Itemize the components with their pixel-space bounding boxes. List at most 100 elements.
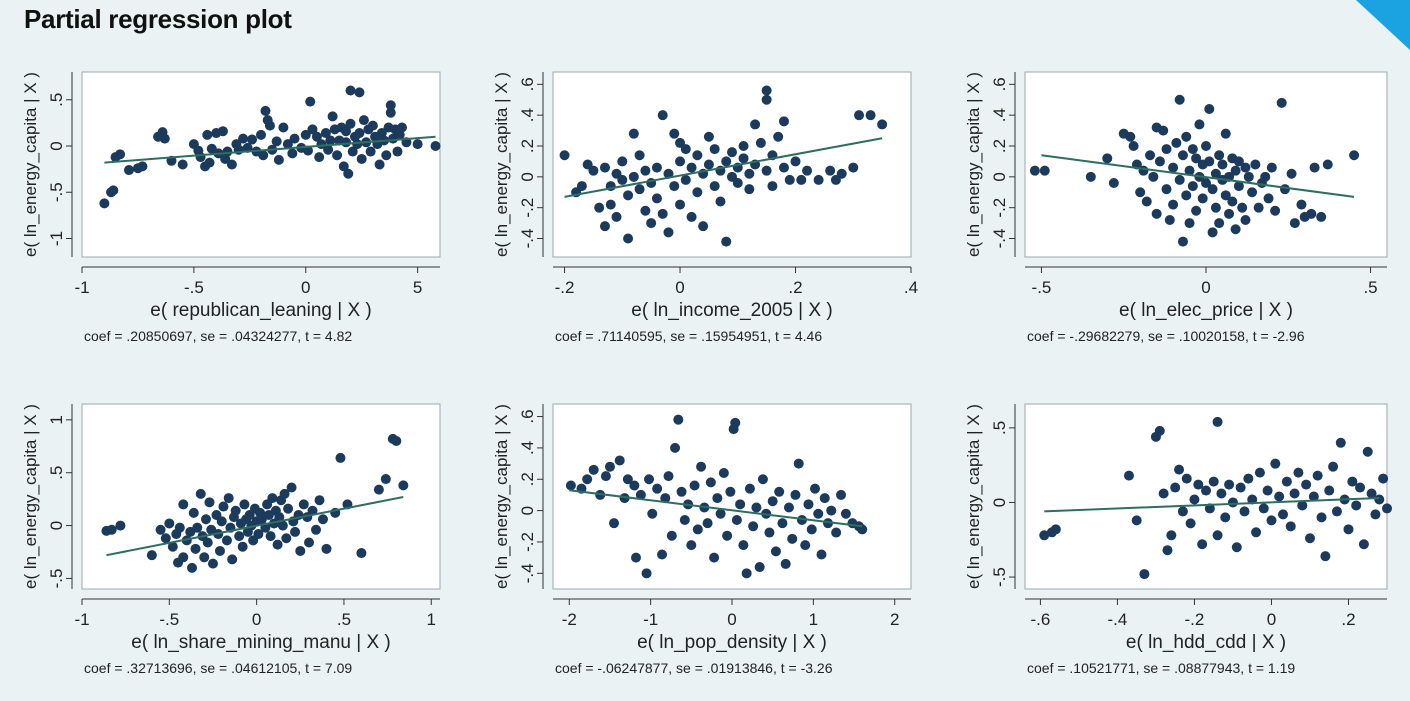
residual-point [1193, 479, 1204, 490]
residual-point [1289, 218, 1300, 229]
plot-area [1024, 403, 1388, 590]
residual-point [652, 483, 663, 494]
residual-point [290, 526, 301, 537]
residual-point [345, 85, 356, 96]
residual-point [669, 181, 680, 192]
residual-point [1370, 509, 1381, 520]
residual-point [657, 549, 668, 560]
residual-point [819, 493, 830, 504]
residual-point [356, 153, 367, 164]
residual-point [755, 137, 766, 148]
y-tick-label: .5 [990, 421, 1009, 435]
fitted-line [106, 496, 404, 557]
residual-point [703, 159, 714, 170]
residual-point [123, 165, 134, 176]
residual-point [1170, 482, 1181, 493]
residual-point [599, 162, 610, 173]
residual-point [703, 131, 714, 142]
y-tick-label: .4 [518, 108, 537, 122]
x-tick-label: 0 [301, 278, 310, 297]
residual-point [1214, 218, 1225, 229]
residual-point [227, 554, 238, 565]
residual-point [813, 174, 824, 185]
residual-point [1374, 494, 1385, 505]
residual-point [1123, 470, 1134, 481]
residual-point [679, 515, 690, 526]
residual-point [1266, 162, 1277, 173]
residual-point [559, 150, 570, 161]
y-tick-label: 1 [47, 415, 66, 424]
residual-point [651, 162, 662, 173]
residual-point [1308, 491, 1319, 502]
x-tick-label: -.2 [555, 278, 575, 297]
residual-point [670, 442, 681, 453]
x-tick-label: -.5 [184, 278, 204, 297]
residual-point [663, 227, 674, 238]
residual-point [651, 193, 662, 204]
residual-point [1154, 156, 1165, 167]
residual-point [773, 131, 784, 142]
x-tick-label: 0 [727, 610, 736, 629]
residual-point [854, 110, 865, 121]
x-tick-label: -.2 [1185, 610, 1205, 629]
residual-point [200, 514, 211, 525]
residual-point [793, 458, 804, 469]
residual-point [115, 520, 126, 531]
regression-panel-4: -.5 0 .5 1 -1 -.5 0 .5 1 e( ln_share_mining_manu … [21, 403, 441, 676]
residual-point [774, 486, 785, 497]
residual-point [1158, 488, 1169, 499]
x-tick-label: .5 [1363, 278, 1377, 297]
residual-point [712, 493, 723, 504]
residual-point [295, 545, 306, 556]
residual-point [221, 535, 232, 546]
y-tick-label: 0 [990, 172, 1009, 181]
residual-point [1210, 168, 1221, 179]
residual-point [1029, 165, 1040, 176]
residual-point [1324, 485, 1335, 496]
residual-point [352, 139, 363, 150]
residual-point [237, 541, 248, 552]
residual-point [609, 518, 620, 529]
residual-point [1181, 190, 1192, 201]
regression-panel-1: -1 -.5 0 .5 -1 -.5 0 5 e( republican_leaning | X… [21, 71, 441, 344]
x-axis-title: e( ln_hdd_cdd | X ) [1126, 632, 1286, 653]
residual-point [304, 537, 315, 548]
residual-point [305, 96, 316, 107]
residual-point [267, 493, 278, 504]
residual-point [300, 129, 311, 140]
residual-point [1128, 141, 1139, 151]
x-tick-label: -1 [643, 610, 658, 629]
residual-point [385, 107, 396, 118]
residual-point [1194, 119, 1205, 130]
residual-point [164, 518, 175, 529]
residual-point [1331, 506, 1342, 517]
residual-point [207, 558, 218, 569]
residual-point [1301, 479, 1312, 490]
residual-point [1085, 171, 1096, 182]
residual-point [1250, 159, 1261, 170]
residual-point [565, 480, 576, 491]
residual-point [1351, 500, 1362, 511]
residual-point [1263, 193, 1274, 204]
residual-point [686, 211, 697, 222]
residual-point [1039, 165, 1050, 176]
fitted-line [564, 137, 883, 198]
residual-point [1177, 150, 1188, 161]
y-tick-label: -.5 [47, 182, 66, 202]
residual-point [1220, 128, 1231, 139]
residual-point [669, 128, 680, 139]
y-tick-label: -.2 [518, 198, 537, 218]
residual-point [1362, 446, 1373, 457]
x-tick-label: 2 [890, 610, 899, 629]
residual-point [600, 471, 611, 482]
residual-point [338, 161, 349, 172]
residual-point [1274, 491, 1285, 502]
residual-point [277, 520, 288, 531]
residual-point [605, 199, 616, 210]
residual-point [675, 156, 686, 167]
y-tick-label: .5 [47, 466, 66, 480]
residual-point [1161, 184, 1172, 195]
residual-point [385, 100, 396, 111]
regression-panel-5: -.4 -.2 0 .2 .4 .6 -2 -1 0 1 2 e( ln_pop_density | … [492, 403, 912, 676]
residual-point [356, 548, 367, 559]
